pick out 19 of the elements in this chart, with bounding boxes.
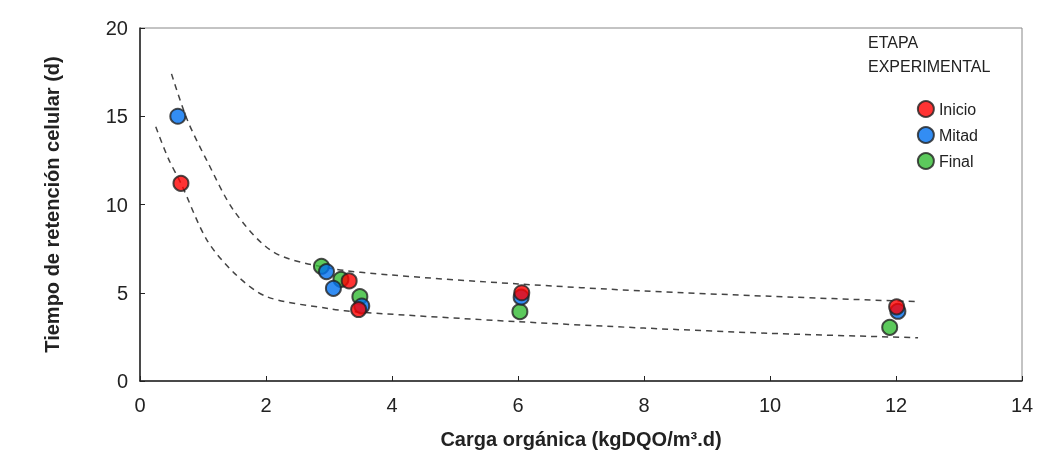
x-tick-label: 6 [512,394,524,416]
x-tick-label: 2 [260,394,272,416]
x-tick-label: 4 [386,394,398,416]
x-tick-label: 0 [134,394,146,416]
y-tick-label: 5 [116,281,128,304]
x-tick-label: 10 [758,394,782,416]
legend-title: ETAPA EXPERIMENTAL [868,33,991,75]
x-axis-title: Carga orgánica (kgDQO/m³.d) [440,428,722,450]
y-tick-label: 20 [105,17,128,39]
legend-label: Mitad [938,126,978,144]
x-tick-label: 14 [1010,394,1034,416]
y-axis-title: Tiempo de retención celular (d) [41,56,63,353]
y-tick-label: 15 [105,105,128,128]
x-tick-label: 8 [638,394,650,416]
legend-label: Final [938,152,974,170]
x-tick-label: 12 [884,394,908,416]
legend-label: Inicio [938,100,977,118]
y-tick-label: 10 [105,193,128,216]
y-tick-label: 0 [116,370,128,392]
